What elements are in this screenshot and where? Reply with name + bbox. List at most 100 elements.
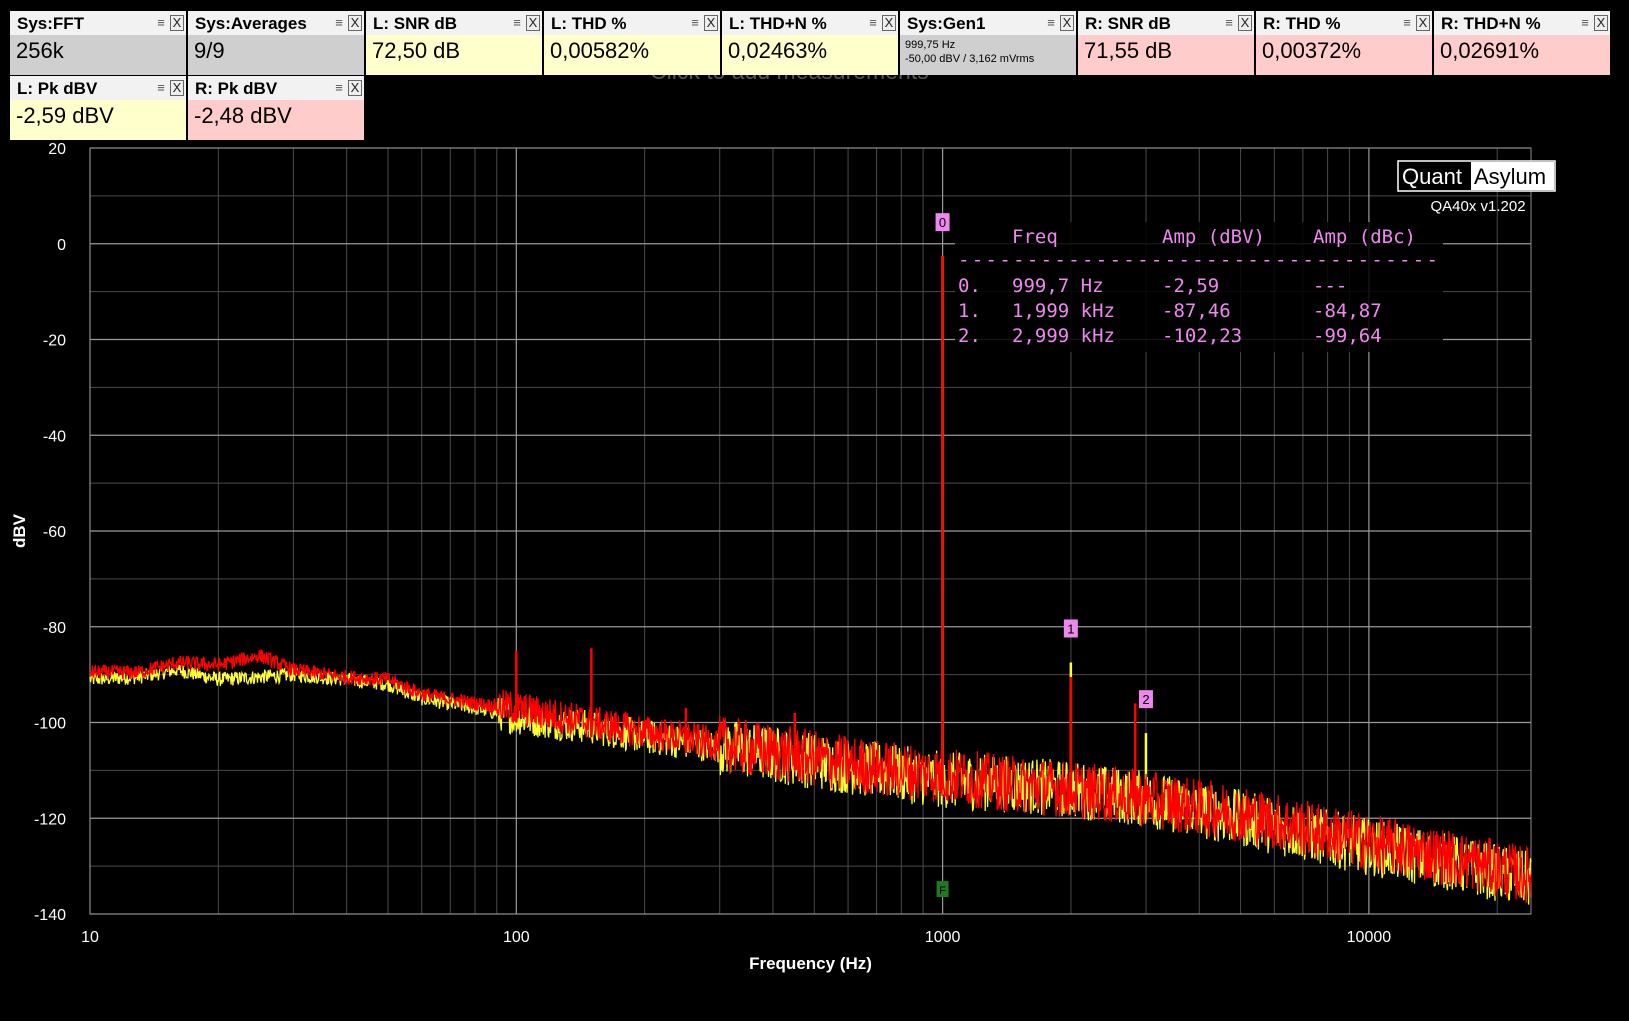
fundamental-marker-box[interactable]: [936, 881, 949, 898]
tile-value: 999,75 Hz: [905, 39, 956, 51]
measurement-tile[interactable]: Sys:Averages ≡ X 9/9: [188, 11, 366, 75]
measurement-tile[interactable]: R: SNR dB ≡ X 71,55 dB: [1078, 11, 1256, 75]
close-icon[interactable]: X: [1594, 15, 1608, 31]
close-icon[interactable]: X: [348, 15, 362, 31]
tile-title: R: Pk dBV: [195, 79, 278, 98]
table-cell: 2.: [958, 325, 981, 347]
tile-body: [1078, 35, 1254, 75]
y-tick-labels: 20 0 -20 -40 -60 -80 -100 -120 -140: [34, 141, 66, 924]
tile-title: R: SNR dB: [1085, 14, 1171, 33]
table-cell: 0.: [958, 275, 981, 297]
trace-path: [89, 649, 1532, 904]
x-tick-label: 10: [81, 929, 99, 946]
tile-header[interactable]: Sys:FFT ≡ X: [10, 11, 186, 35]
menu-icon[interactable]: ≡: [335, 15, 343, 30]
table-cell: -2,59: [1162, 275, 1219, 297]
menu-icon[interactable]: ≡: [1403, 15, 1411, 30]
tile-header[interactable]: Sys:Averages ≡ X: [188, 11, 364, 35]
menu-icon[interactable]: ≡: [869, 15, 877, 30]
table-cell: -102,23: [1162, 325, 1242, 347]
y-tick-label: -20: [43, 333, 66, 350]
measurement-tile[interactable]: R: Pk dBV ≡ X -2,48 dBV: [188, 76, 366, 140]
tile-body: [366, 35, 542, 75]
close-icon[interactable]: X: [1060, 15, 1074, 31]
close-icon[interactable]: X: [882, 15, 896, 31]
y-tick-label: -120: [34, 811, 66, 828]
harmonics-table-bg: [955, 222, 1443, 352]
x-axis-label: Frequency (Hz): [749, 954, 872, 973]
menu-icon[interactable]: ≡: [691, 15, 699, 30]
measurement-tile[interactable]: R: THD+N % ≡ X 0,02691%: [1434, 11, 1612, 75]
close-icon[interactable]: X: [1416, 15, 1430, 31]
tile-value: 0,02691%: [1440, 38, 1540, 63]
menu-icon[interactable]: ≡: [1581, 15, 1589, 30]
close-icon[interactable]: X: [704, 15, 718, 31]
harmonic-marker-box[interactable]: [1138, 690, 1153, 709]
close-icon[interactable]: X: [526, 15, 540, 31]
y-tick-label: -60: [43, 524, 66, 541]
y-axis-label: dBV: [10, 513, 29, 548]
table-cell: 1.: [958, 300, 981, 322]
measurement-tile[interactable]: L: Pk dBV ≡ X -2,59 dBV: [10, 76, 188, 140]
table-header: Amp (dBc): [1313, 226, 1416, 248]
tile-value: 0,02463%: [728, 38, 828, 63]
menu-icon[interactable]: ≡: [157, 80, 165, 95]
measurement-tile[interactable]: L: THD % ≡ X 0,00582%: [544, 11, 722, 75]
tile-body: [1256, 35, 1432, 75]
table-separator: -----------------------------------: [958, 249, 1438, 271]
tile-title: L: Pk dBV: [17, 79, 98, 98]
tile-header[interactable]: R: SNR dB ≡ X: [1078, 11, 1254, 35]
close-icon[interactable]: X: [170, 80, 184, 96]
tile-header[interactable]: R: THD+N % ≡ X: [1434, 11, 1610, 35]
tile-header[interactable]: R: Pk dBV ≡ X: [188, 76, 364, 100]
tile-title: R: THD+N %: [1441, 14, 1541, 33]
close-icon[interactable]: X: [170, 15, 184, 31]
table-cell: -87,46: [1162, 300, 1231, 322]
table-cell: 999,7 Hz: [1012, 275, 1104, 297]
y-tick-label: -40: [43, 428, 66, 445]
harmonic-marker-label: 0: [939, 215, 946, 230]
tile-value-secondary: -50,00 dBV / 3,162 mVrms: [905, 53, 1035, 65]
tile-header[interactable]: L: THD % ≡ X: [544, 11, 720, 35]
harmonic-marker-box[interactable]: [935, 213, 950, 232]
measurement-tile[interactable]: L: SNR dB ≡ X 72,50 dB: [366, 11, 544, 75]
tile-header[interactable]: L: Pk dBV ≡ X: [10, 76, 186, 100]
measurement-tile[interactable]: Sys:FFT ≡ X 256k: [10, 11, 188, 75]
close-icon[interactable]: X: [1238, 15, 1252, 31]
measurement-tile[interactable]: L: THD+N % ≡ X 0,02463%: [722, 11, 900, 75]
tile-header[interactable]: R: THD % ≡ X: [1256, 11, 1432, 35]
menu-icon[interactable]: ≡: [1225, 15, 1233, 30]
tile-body: [722, 35, 898, 75]
table-cell: -84,87: [1313, 300, 1382, 322]
y-tick-label: -140: [34, 907, 66, 924]
tile-value: 256k: [16, 38, 64, 63]
brand-right: Asylum: [1474, 164, 1546, 189]
measurement-tile[interactable]: R: THD % ≡ X 0,00372%: [1256, 11, 1434, 75]
measurement-tile[interactable]: Sys:Gen1 ≡ X 999,75 Hz -50,00 dBV / 3,162 mV…: [900, 11, 1078, 75]
x-tick-label: 1000: [925, 929, 961, 946]
table-cell: 1,999 kHz: [1012, 300, 1115, 322]
tile-header[interactable]: Sys:Gen1 ≡ X: [900, 11, 1076, 35]
menu-icon[interactable]: ≡: [157, 15, 165, 30]
tile-header[interactable]: L: THD+N % ≡ X: [722, 11, 898, 35]
menu-icon[interactable]: ≡: [513, 15, 521, 30]
tile-value: -2,59 dBV: [16, 103, 114, 128]
harmonic-marker-box[interactable]: [1063, 619, 1078, 638]
trace-path: [89, 663, 1532, 905]
plot-area[interactable]: 0 1 2 F: [89, 213, 1532, 905]
tile-header[interactable]: L: SNR dB ≡ X: [366, 11, 542, 35]
menu-icon[interactable]: ≡: [1047, 15, 1055, 30]
tile-body: [1434, 35, 1610, 75]
tile-value: 9/9: [194, 38, 225, 63]
close-icon[interactable]: X: [348, 80, 362, 96]
menu-icon[interactable]: ≡: [335, 80, 343, 95]
tile-title: R: THD %: [1263, 14, 1341, 33]
x-tick-label: 100: [503, 929, 530, 946]
left-channel-trace: [89, 256, 1532, 905]
brand-left: Quant: [1402, 164, 1462, 189]
right-channel-trace: [89, 255, 1532, 904]
plot-frame: [89, 147, 1532, 915]
harmonic-markers: 0 1 2 F: [935, 213, 1153, 898]
tile-value: 71,55 dB: [1084, 38, 1173, 63]
